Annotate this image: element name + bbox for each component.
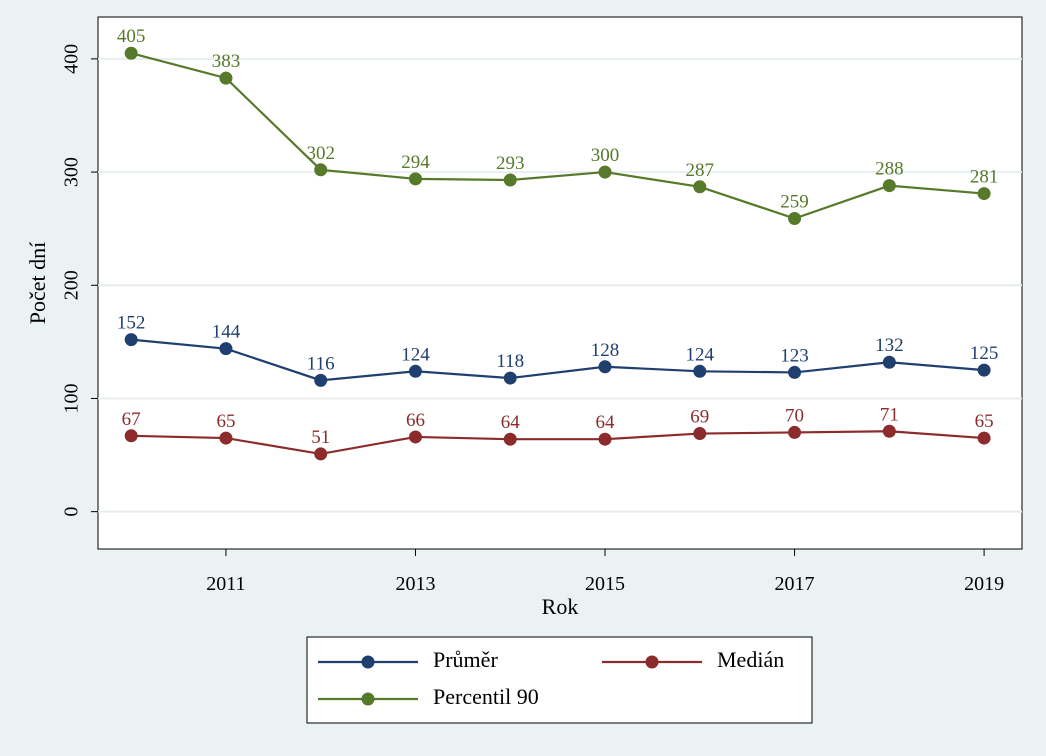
y-tick-label: 300	[61, 157, 83, 187]
data-point	[503, 173, 517, 187]
data-point	[408, 430, 422, 444]
series-line	[131, 430, 985, 456]
legend-marker	[645, 655, 659, 669]
x-tick-label: 2019	[964, 573, 1004, 595]
data-label: 71	[880, 404, 899, 425]
data-point	[693, 364, 707, 378]
data-point	[124, 429, 138, 443]
data-point	[503, 432, 517, 446]
legend-item: Medián	[602, 647, 784, 672]
data-label: 116	[307, 353, 335, 374]
data-label: 281	[970, 167, 999, 188]
data-label: 124	[686, 344, 715, 365]
data-point	[693, 180, 707, 194]
data-point	[693, 427, 707, 441]
data-point	[503, 371, 517, 385]
data-label: 152	[117, 313, 146, 334]
series-layer: 152 144 116 124 118 128 124 123 132 125 67 65 51 66 64…	[117, 26, 998, 461]
series-1: 152 144 116 124 118 128 124 123 132 125	[117, 313, 998, 387]
data-point	[882, 355, 896, 369]
data-label: 287	[686, 160, 715, 181]
data-point	[219, 71, 233, 85]
data-label: 123	[780, 345, 809, 366]
data-point	[977, 187, 991, 201]
plot-area	[97, 16, 1023, 550]
data-label: 128	[591, 340, 620, 361]
series-2: 67 65 51 66 64 64 69 70 71 65	[122, 404, 994, 461]
data-point	[219, 431, 233, 445]
data-label: 125	[970, 343, 999, 364]
y-tick-label: 400	[61, 44, 83, 74]
data-point	[598, 432, 612, 446]
data-label: 69	[690, 407, 709, 428]
data-label: 67	[122, 409, 141, 430]
data-point	[882, 424, 896, 438]
data-label: 294	[401, 152, 430, 173]
data-label: 70	[785, 405, 804, 426]
data-point	[124, 46, 138, 60]
series-3: 405 383 302 294 293 300 287 259 288 281	[117, 26, 998, 225]
y-tick-label: 100	[61, 383, 83, 413]
y-axis-title: Počet dní	[25, 242, 50, 325]
data-label: 383	[212, 51, 241, 72]
data-point	[314, 373, 328, 387]
legend-label: Průměr	[433, 647, 498, 672]
y-tick-label: 0	[61, 507, 83, 517]
y-tick-label: 200	[61, 270, 83, 300]
data-label: 64	[501, 412, 521, 433]
legend-item: Průměr	[318, 647, 498, 672]
data-label: 64	[596, 412, 616, 433]
legend-box	[306, 636, 813, 724]
data-point	[314, 163, 328, 177]
grid-layer	[98, 57, 1022, 513]
data-label: 65	[216, 411, 235, 432]
data-point	[408, 364, 422, 378]
legend-marker	[361, 655, 375, 669]
data-label: 293	[496, 153, 525, 174]
data-label: 118	[496, 351, 524, 372]
data-point	[882, 179, 896, 193]
axis-layer: 0 100 200 300 400 2011 2013 2015 2017 2019	[61, 44, 1004, 595]
data-point	[219, 342, 233, 356]
data-point	[124, 333, 138, 347]
data-label: 288	[875, 159, 904, 180]
data-label: 51	[311, 427, 330, 448]
data-point	[788, 365, 802, 379]
legend-marker	[361, 692, 375, 706]
data-point	[977, 363, 991, 377]
data-point	[788, 211, 802, 225]
data-point	[408, 172, 422, 186]
x-tick-label: 2013	[395, 573, 435, 595]
data-label: 300	[591, 145, 620, 166]
data-label: 132	[875, 335, 904, 356]
data-label: 65	[975, 411, 994, 432]
data-label: 144	[212, 322, 241, 343]
data-point	[788, 425, 802, 439]
data-point	[598, 165, 612, 179]
data-label: 302	[306, 143, 335, 164]
x-axis-title: Rok	[542, 594, 579, 619]
legend-item: Percentil 90	[318, 684, 539, 709]
data-label: 259	[780, 191, 809, 212]
legend-label: Percentil 90	[433, 684, 539, 709]
legend: Průměr Medián Percentil 90	[306, 636, 813, 724]
data-label: 405	[117, 26, 146, 47]
data-point	[598, 360, 612, 374]
data-point	[314, 447, 328, 461]
data-label: 124	[401, 344, 430, 365]
data-label: 66	[406, 410, 425, 431]
series-line	[130, 52, 985, 220]
x-tick-label: 2011	[206, 573, 245, 595]
x-tick-label: 2017	[775, 573, 815, 595]
x-tick-label: 2015	[585, 573, 625, 595]
data-point	[977, 431, 991, 445]
legend-label: Medián	[717, 647, 784, 672]
series-line	[131, 338, 985, 382]
